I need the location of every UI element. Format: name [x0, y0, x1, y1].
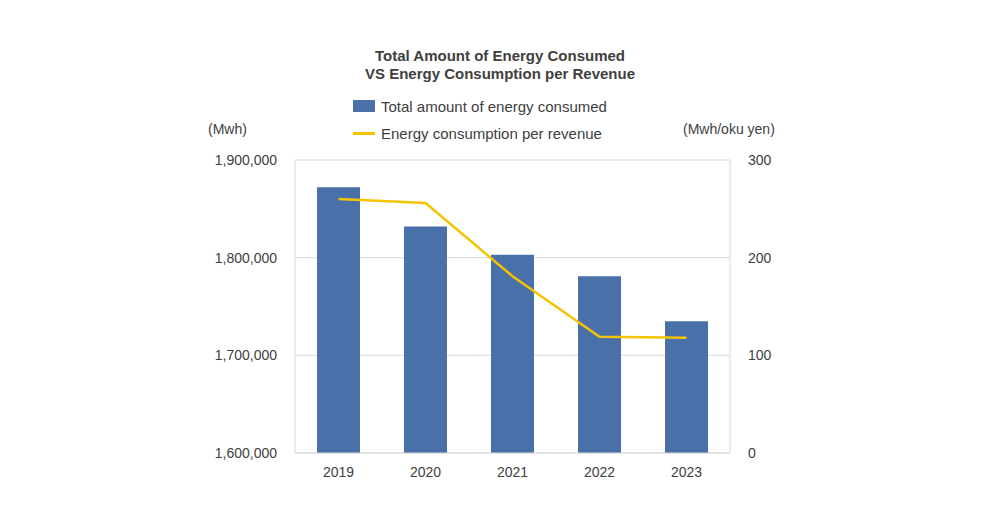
svg-text:1,800,000: 1,800,000 [215, 250, 277, 266]
html-text:Total amount of energy consume: Total amount of energy consumed [381, 97, 607, 115]
html-text:Energy consumption per revenue: Energy consumption per revenue [381, 124, 602, 142]
svg-text:300: 300 [748, 152, 772, 168]
svg-text:1,700,000: 1,700,000 [215, 347, 277, 363]
svg-text:0: 0 [748, 445, 756, 461]
svg-text:2022: 2022 [584, 464, 615, 480]
svg-text:200: 200 [748, 250, 772, 266]
svg-text:2021: 2021 [497, 464, 528, 480]
svg-text:1,600,000: 1,600,000 [215, 445, 277, 461]
html-text:(Mwh): (Mwh) [208, 121, 247, 137]
svg-text:2023: 2023 [671, 464, 702, 480]
svg-text:2020: 2020 [410, 464, 441, 480]
svg-text:100: 100 [748, 347, 772, 363]
svg-text:2019: 2019 [323, 464, 354, 480]
html-text:Total Amount of Energy Consume: Total Amount of Energy Consumed VS Energ… [365, 47, 635, 82]
svg-text:1,900,000: 1,900,000 [215, 152, 277, 168]
html-text:(Mwh/oku yen): (Mwh/oku yen) [683, 121, 775, 137]
